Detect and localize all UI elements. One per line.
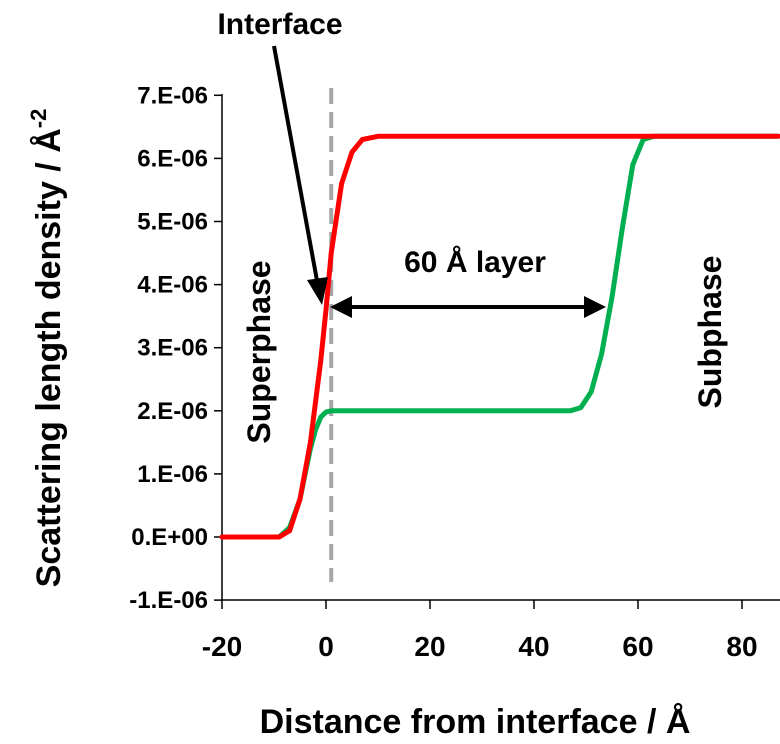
annotation-superphase: Superphase [241, 260, 277, 443]
annotation-interface: Interface [217, 8, 342, 41]
x-tick-label: 40 [518, 631, 549, 662]
x-tick-label: 20 [414, 631, 445, 662]
y-tick-label: 4.E-06 [137, 272, 208, 299]
x-tick-label: 80 [726, 631, 757, 662]
y-tick-label: 5.E-06 [137, 209, 208, 236]
y-axis-title-superscript: -2 [26, 109, 51, 129]
y-tick-label: 2.E-06 [137, 398, 208, 425]
x-axis-title: Distance from interface / Å [260, 703, 691, 741]
y-tick-label: 3.E-06 [137, 335, 208, 362]
y-axis-title-main: Scattering length density / Å [30, 128, 68, 587]
x-tick-label: 60 [622, 631, 653, 662]
y-tick-label: 0.E+00 [131, 524, 208, 551]
y-tick-label: 1.E-06 [137, 461, 208, 488]
interface-arrow-head [307, 277, 328, 305]
layer-arrow-right-head [584, 296, 606, 318]
layer-arrow-left-head [330, 296, 352, 318]
y-axis-title: Scattering length density / Å-2 [26, 109, 68, 588]
x-tick-label: -20 [202, 631, 242, 662]
series-line-red [219, 133, 780, 540]
y-tick-label: 6.E-06 [137, 145, 208, 172]
annotation-subphase: Subphase [692, 256, 728, 409]
annotation-layer: 60 Å layer [404, 246, 546, 279]
x-tick-label: 0 [318, 631, 334, 662]
x-ticks: -20 0 20 40 60 80 [202, 600, 758, 662]
interface-arrow-shaft [272, 45, 320, 287]
y-tick-label: -1.E-06 [129, 587, 208, 614]
series-group [219, 133, 780, 540]
y-ticks: -1.E-06 0.E+00 1.E-06 2.E-06 3.E-06 4.E-06 5.E… [129, 82, 222, 614]
y-tick-label: 7.E-06 [137, 82, 208, 109]
